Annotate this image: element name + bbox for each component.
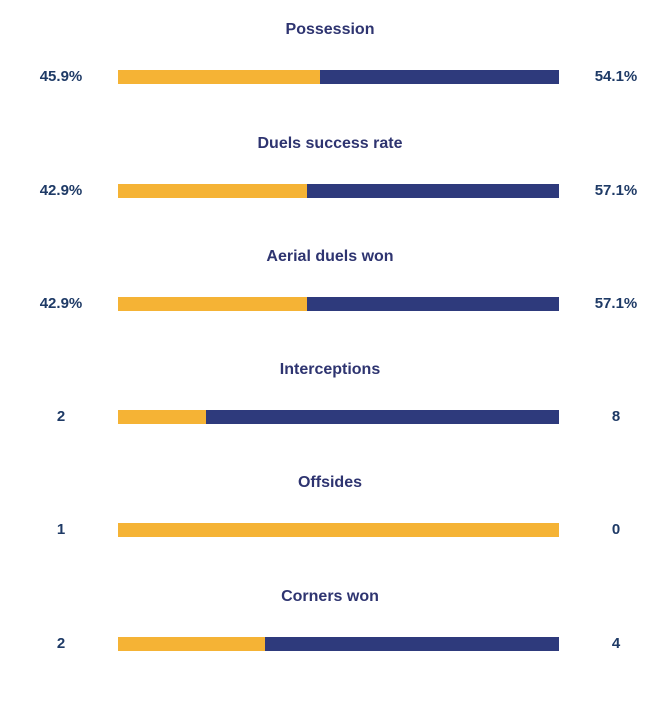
stat-bar-home-fill <box>118 70 321 84</box>
stat-bar <box>118 523 559 537</box>
stat-bar-home-fill <box>118 523 559 537</box>
stat-right-value: 0 <box>611 521 621 538</box>
stat-bar <box>118 410 559 424</box>
stat-bar <box>118 70 559 84</box>
stat-left-value: 42.9% <box>39 182 83 199</box>
stat-left-value: 45.9% <box>39 68 83 85</box>
stat-right-value: 57.1% <box>594 182 638 199</box>
stat-row-possession: Possession 45.9% 54.1% <box>0 20 660 120</box>
stat-row-corners-won: Corners won 2 4 <box>0 587 660 687</box>
stat-right-value: 8 <box>611 408 621 425</box>
stat-title: Duels success rate <box>257 135 403 152</box>
stat-left-value: 42.9% <box>39 295 83 312</box>
stat-bar-home-fill <box>118 297 308 311</box>
stat-bar-home-fill <box>118 184 308 198</box>
stat-row-interceptions: Interceptions 2 8 <box>0 360 660 460</box>
stat-title: Aerial duels won <box>266 248 394 265</box>
stat-right-value: 4 <box>611 635 621 652</box>
stat-bar <box>118 297 559 311</box>
stat-right-value: 54.1% <box>594 68 638 85</box>
stat-right-value: 57.1% <box>594 295 638 312</box>
stat-bar <box>118 637 559 651</box>
stat-left-value: 2 <box>56 408 66 425</box>
stat-bar-home-fill <box>118 637 265 651</box>
stat-title: Corners won <box>281 588 379 605</box>
stat-row-duels-success-rate: Duels success rate 42.9% 57.1% <box>0 134 660 234</box>
stat-title: Possession <box>285 21 375 38</box>
stat-bar <box>118 184 559 198</box>
stat-title: Offsides <box>297 474 362 491</box>
stat-title: Interceptions <box>279 361 381 378</box>
stat-row-offsides: Offsides 1 0 <box>0 473 660 573</box>
stat-left-value: 2 <box>56 635 66 652</box>
stat-row-aerial-duels-won: Aerial duels won 42.9% 57.1% <box>0 247 660 347</box>
stat-bar-home-fill <box>118 410 207 424</box>
stat-left-value: 1 <box>56 521 66 538</box>
